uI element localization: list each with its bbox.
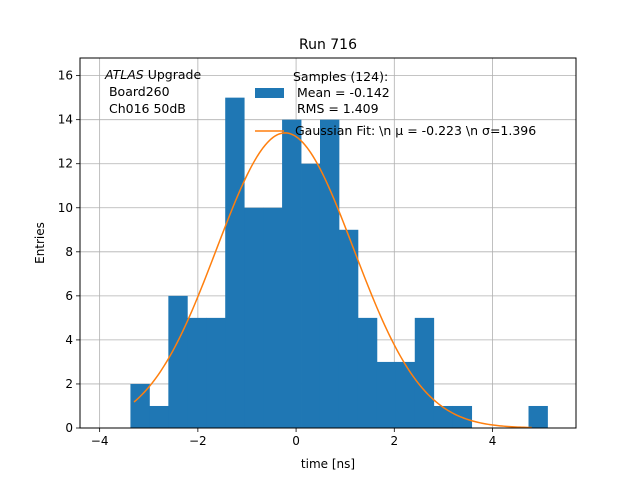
histogram-bar: [168, 295, 188, 428]
histogram-bar: [319, 119, 340, 429]
x-axis-label: time [ns]: [301, 457, 355, 471]
histogram-bar: [338, 229, 359, 428]
annotation-line-3: Ch016 50dB: [105, 101, 186, 116]
gaussian-fit-curve: [133, 132, 532, 429]
y-axis-label: Entries: [33, 222, 47, 264]
annotation-atlas: ATLAS: [104, 67, 144, 82]
histogram-bar: [301, 163, 321, 428]
histogram-bar: [149, 405, 169, 428]
y-tick-label: 10: [58, 201, 73, 215]
atlas-annotation: ATLAS Upgrade Board260 Ch016 50dB: [104, 67, 201, 116]
x-tick-label: 4: [489, 434, 497, 448]
y-axis-ticks: 0 2 4 6 8 10 12 14 16: [58, 69, 80, 435]
x-tick-label: 2: [390, 434, 398, 448]
histogram-bar: [376, 361, 397, 428]
histogram-bar: [130, 383, 150, 428]
y-tick-label: 14: [58, 113, 73, 127]
annotation-upgrade: Upgrade: [144, 67, 202, 82]
y-tick-label: 16: [58, 69, 73, 83]
legend: Samples (124): Mean = -0.142 RMS = 1.409…: [255, 69, 536, 138]
annotation-line-2: Board260: [105, 84, 170, 99]
legend-histogram-line-1: Samples (124):: [293, 69, 388, 84]
histogram-bar: [528, 405, 548, 428]
x-axis-ticks: −4 −2 0 2 4: [91, 428, 497, 448]
legend-histogram-line-2: Mean = -0.142: [293, 85, 390, 100]
y-tick-label: 2: [65, 377, 73, 391]
histogram-bar: [206, 317, 226, 428]
histogram-bar: [282, 119, 302, 429]
legend-histogram-line-3: RMS = 1.409: [293, 101, 379, 116]
histogram-bar: [263, 207, 283, 428]
x-tick-label: 0: [292, 434, 300, 448]
histogram-bar: [225, 97, 245, 429]
y-tick-label: 6: [65, 289, 73, 303]
legend-fit-label: Gaussian Fit: \n μ = -0.223 \n σ=1.396: [295, 123, 536, 138]
y-tick-label: 12: [58, 157, 73, 171]
histogram-bar: [395, 361, 416, 428]
legend-histogram-swatch: [255, 88, 284, 98]
chart-title: Run 716: [299, 37, 357, 53]
histogram-bar: [433, 405, 454, 428]
histogram-bar: [414, 317, 435, 428]
histogram-bar: [244, 207, 264, 428]
histogram-bars: [130, 97, 548, 429]
histogram-bar: [187, 317, 207, 428]
histogram-bar: [357, 317, 378, 428]
y-tick-label: 8: [65, 245, 73, 259]
plot-frame: [79, 57, 577, 429]
y-tick-label: 4: [65, 333, 73, 347]
x-tick-label: −2: [189, 434, 207, 448]
x-tick-label: −4: [91, 434, 109, 448]
y-tick-label: 0: [65, 421, 73, 435]
annotation-line-1: ATLAS Upgrade: [104, 67, 201, 82]
